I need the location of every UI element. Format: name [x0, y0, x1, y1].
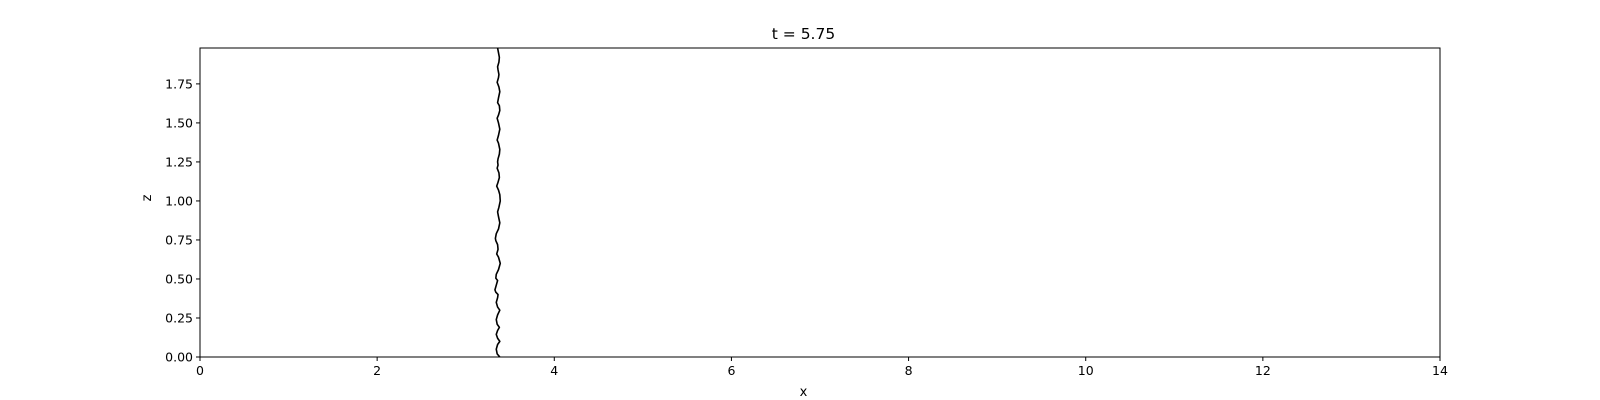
- x-tick-label: 0: [196, 363, 204, 378]
- series-line-front: [494, 47, 502, 358]
- x-tick-label: 10: [1078, 363, 1094, 378]
- y-tick-label: 0.00: [165, 350, 193, 365]
- x-tick-label: 8: [905, 363, 913, 378]
- x-axis-ticks: 0 2 4 6 8 10 12 14: [196, 357, 1448, 378]
- y-tick-label: 0.75: [165, 232, 193, 247]
- y-axis-ticks: 0.00 0.25 0.50 0.75 1.00 1.25 1.50 1.75: [165, 76, 200, 365]
- y-tick-label: 0.25: [165, 310, 193, 325]
- plot-area: [199, 47, 1441, 358]
- plot-frame: [199, 47, 1441, 358]
- x-tick-label: 4: [550, 363, 558, 378]
- chart-title: t = 5.75: [772, 25, 835, 43]
- y-tick-label: 0.50: [165, 271, 193, 286]
- x-axis-label: x: [800, 385, 808, 400]
- y-tick-label: 1.75: [165, 76, 193, 91]
- y-tick-label: 1.50: [165, 115, 193, 130]
- x-tick-label: 12: [1255, 363, 1271, 378]
- y-axis-label: z: [140, 194, 155, 201]
- x-tick-label: 2: [373, 363, 381, 378]
- y-tick-label: 1.00: [165, 193, 193, 208]
- y-tick-label: 1.25: [165, 154, 193, 169]
- x-tick-label: 14: [1432, 363, 1448, 378]
- x-tick-label: 6: [727, 363, 735, 378]
